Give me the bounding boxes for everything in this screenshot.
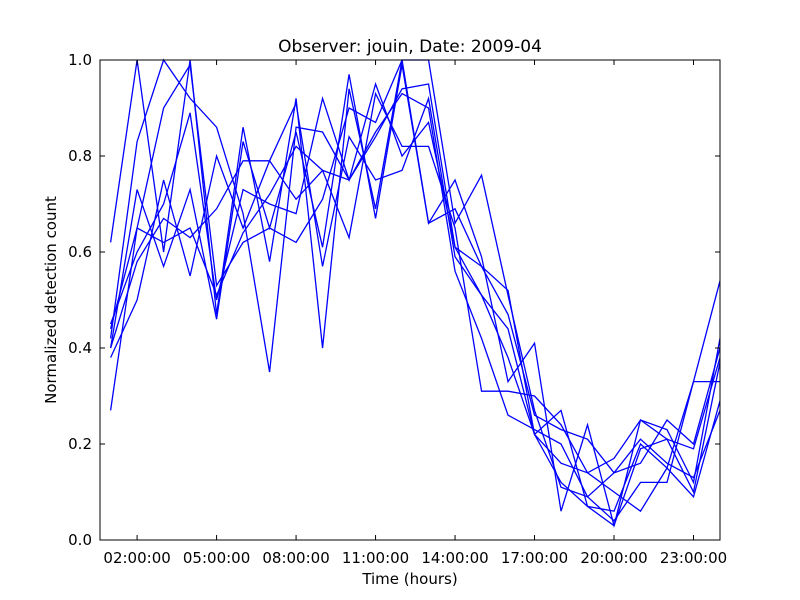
y-tick-label: 0.8 (68, 147, 92, 165)
series-line-3 (109, 64, 721, 528)
y-tick-label: 0.6 (68, 243, 92, 261)
y-tick-label: 0.4 (68, 339, 92, 357)
x-tick-label: 02:00:00 (103, 549, 170, 567)
x-tick-label: 08:00:00 (262, 549, 329, 567)
series-line-5 (110, 91, 721, 513)
series-line-2 (109, 58, 721, 485)
chart-title: Observer: jouin, Date: 2009-04 (278, 37, 542, 57)
x-tick-label: 23:00:00 (660, 549, 727, 567)
y-tick-label: 0.0 (68, 531, 92, 549)
x-tick-label: 14:00:00 (421, 549, 488, 567)
ticks-group: 02:00:00 05:00:00 08:00:00 11:00:00 14:00:00… (68, 51, 727, 567)
series-line-8 (109, 81, 721, 474)
y-tick-label: 0.2 (68, 435, 92, 453)
series-group (109, 58, 721, 528)
series-line-7 (109, 92, 721, 498)
x-axis-label: Time (hours) (361, 570, 457, 588)
plot-frame (99, 59, 721, 541)
series-line-6 (109, 95, 720, 512)
y-tick-label: 1.0 (68, 51, 92, 69)
series-line-4 (109, 59, 721, 522)
series-line-1 (109, 59, 721, 527)
x-tick-label: 11:00:00 (342, 549, 409, 567)
x-tick-label: 20:00:00 (580, 549, 647, 567)
x-tick-label: 17:00:00 (501, 549, 568, 567)
y-axis-label: Normalized detection count (42, 196, 60, 404)
x-tick-label: 05:00:00 (183, 549, 250, 567)
